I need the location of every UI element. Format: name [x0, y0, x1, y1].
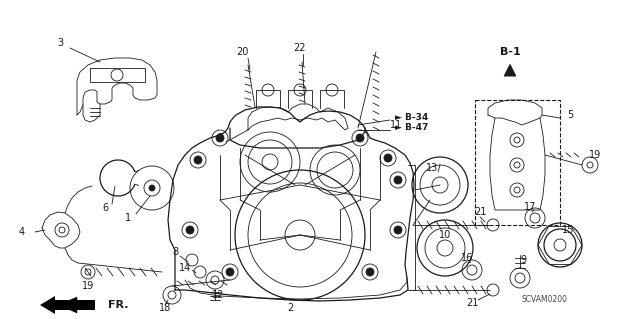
Text: ► B-47: ► B-47 — [395, 123, 428, 132]
Circle shape — [394, 176, 402, 184]
Bar — [475, 100, 560, 225]
Text: 14: 14 — [179, 263, 191, 273]
Circle shape — [194, 156, 202, 164]
Text: 11: 11 — [390, 120, 403, 130]
Text: 17: 17 — [524, 202, 536, 212]
Circle shape — [226, 268, 234, 276]
Text: 12: 12 — [212, 290, 224, 300]
Text: 6: 6 — [102, 203, 108, 213]
Text: SCVAM0200: SCVAM0200 — [522, 295, 568, 305]
Text: 21: 21 — [466, 298, 478, 308]
Text: 5: 5 — [567, 110, 573, 120]
Text: FR.: FR. — [108, 300, 129, 310]
Text: ► B-34: ► B-34 — [395, 114, 428, 122]
Text: 2: 2 — [287, 303, 293, 313]
Text: 7: 7 — [217, 133, 223, 143]
Text: 16: 16 — [461, 253, 473, 263]
Text: 4: 4 — [19, 227, 25, 237]
Circle shape — [356, 134, 364, 142]
Text: 1: 1 — [125, 213, 131, 223]
Text: 15: 15 — [562, 225, 574, 235]
Text: 13: 13 — [426, 163, 438, 173]
Text: 19: 19 — [82, 281, 94, 291]
Text: 3: 3 — [57, 38, 63, 48]
Text: 22: 22 — [294, 43, 307, 53]
Text: 19: 19 — [589, 150, 601, 160]
Circle shape — [384, 154, 392, 162]
Text: 9: 9 — [520, 255, 526, 265]
Text: 20: 20 — [236, 47, 248, 57]
Circle shape — [394, 226, 402, 234]
FancyArrowPatch shape — [58, 297, 92, 313]
Text: B-1: B-1 — [500, 47, 520, 57]
Circle shape — [186, 226, 194, 234]
Text: 21: 21 — [474, 207, 486, 217]
Text: 18: 18 — [159, 303, 171, 313]
Circle shape — [216, 134, 224, 142]
Text: 8: 8 — [172, 247, 178, 257]
Circle shape — [366, 268, 374, 276]
Circle shape — [149, 185, 155, 191]
FancyArrowPatch shape — [504, 65, 516, 76]
FancyArrow shape — [40, 296, 95, 314]
Text: 10: 10 — [439, 230, 451, 240]
